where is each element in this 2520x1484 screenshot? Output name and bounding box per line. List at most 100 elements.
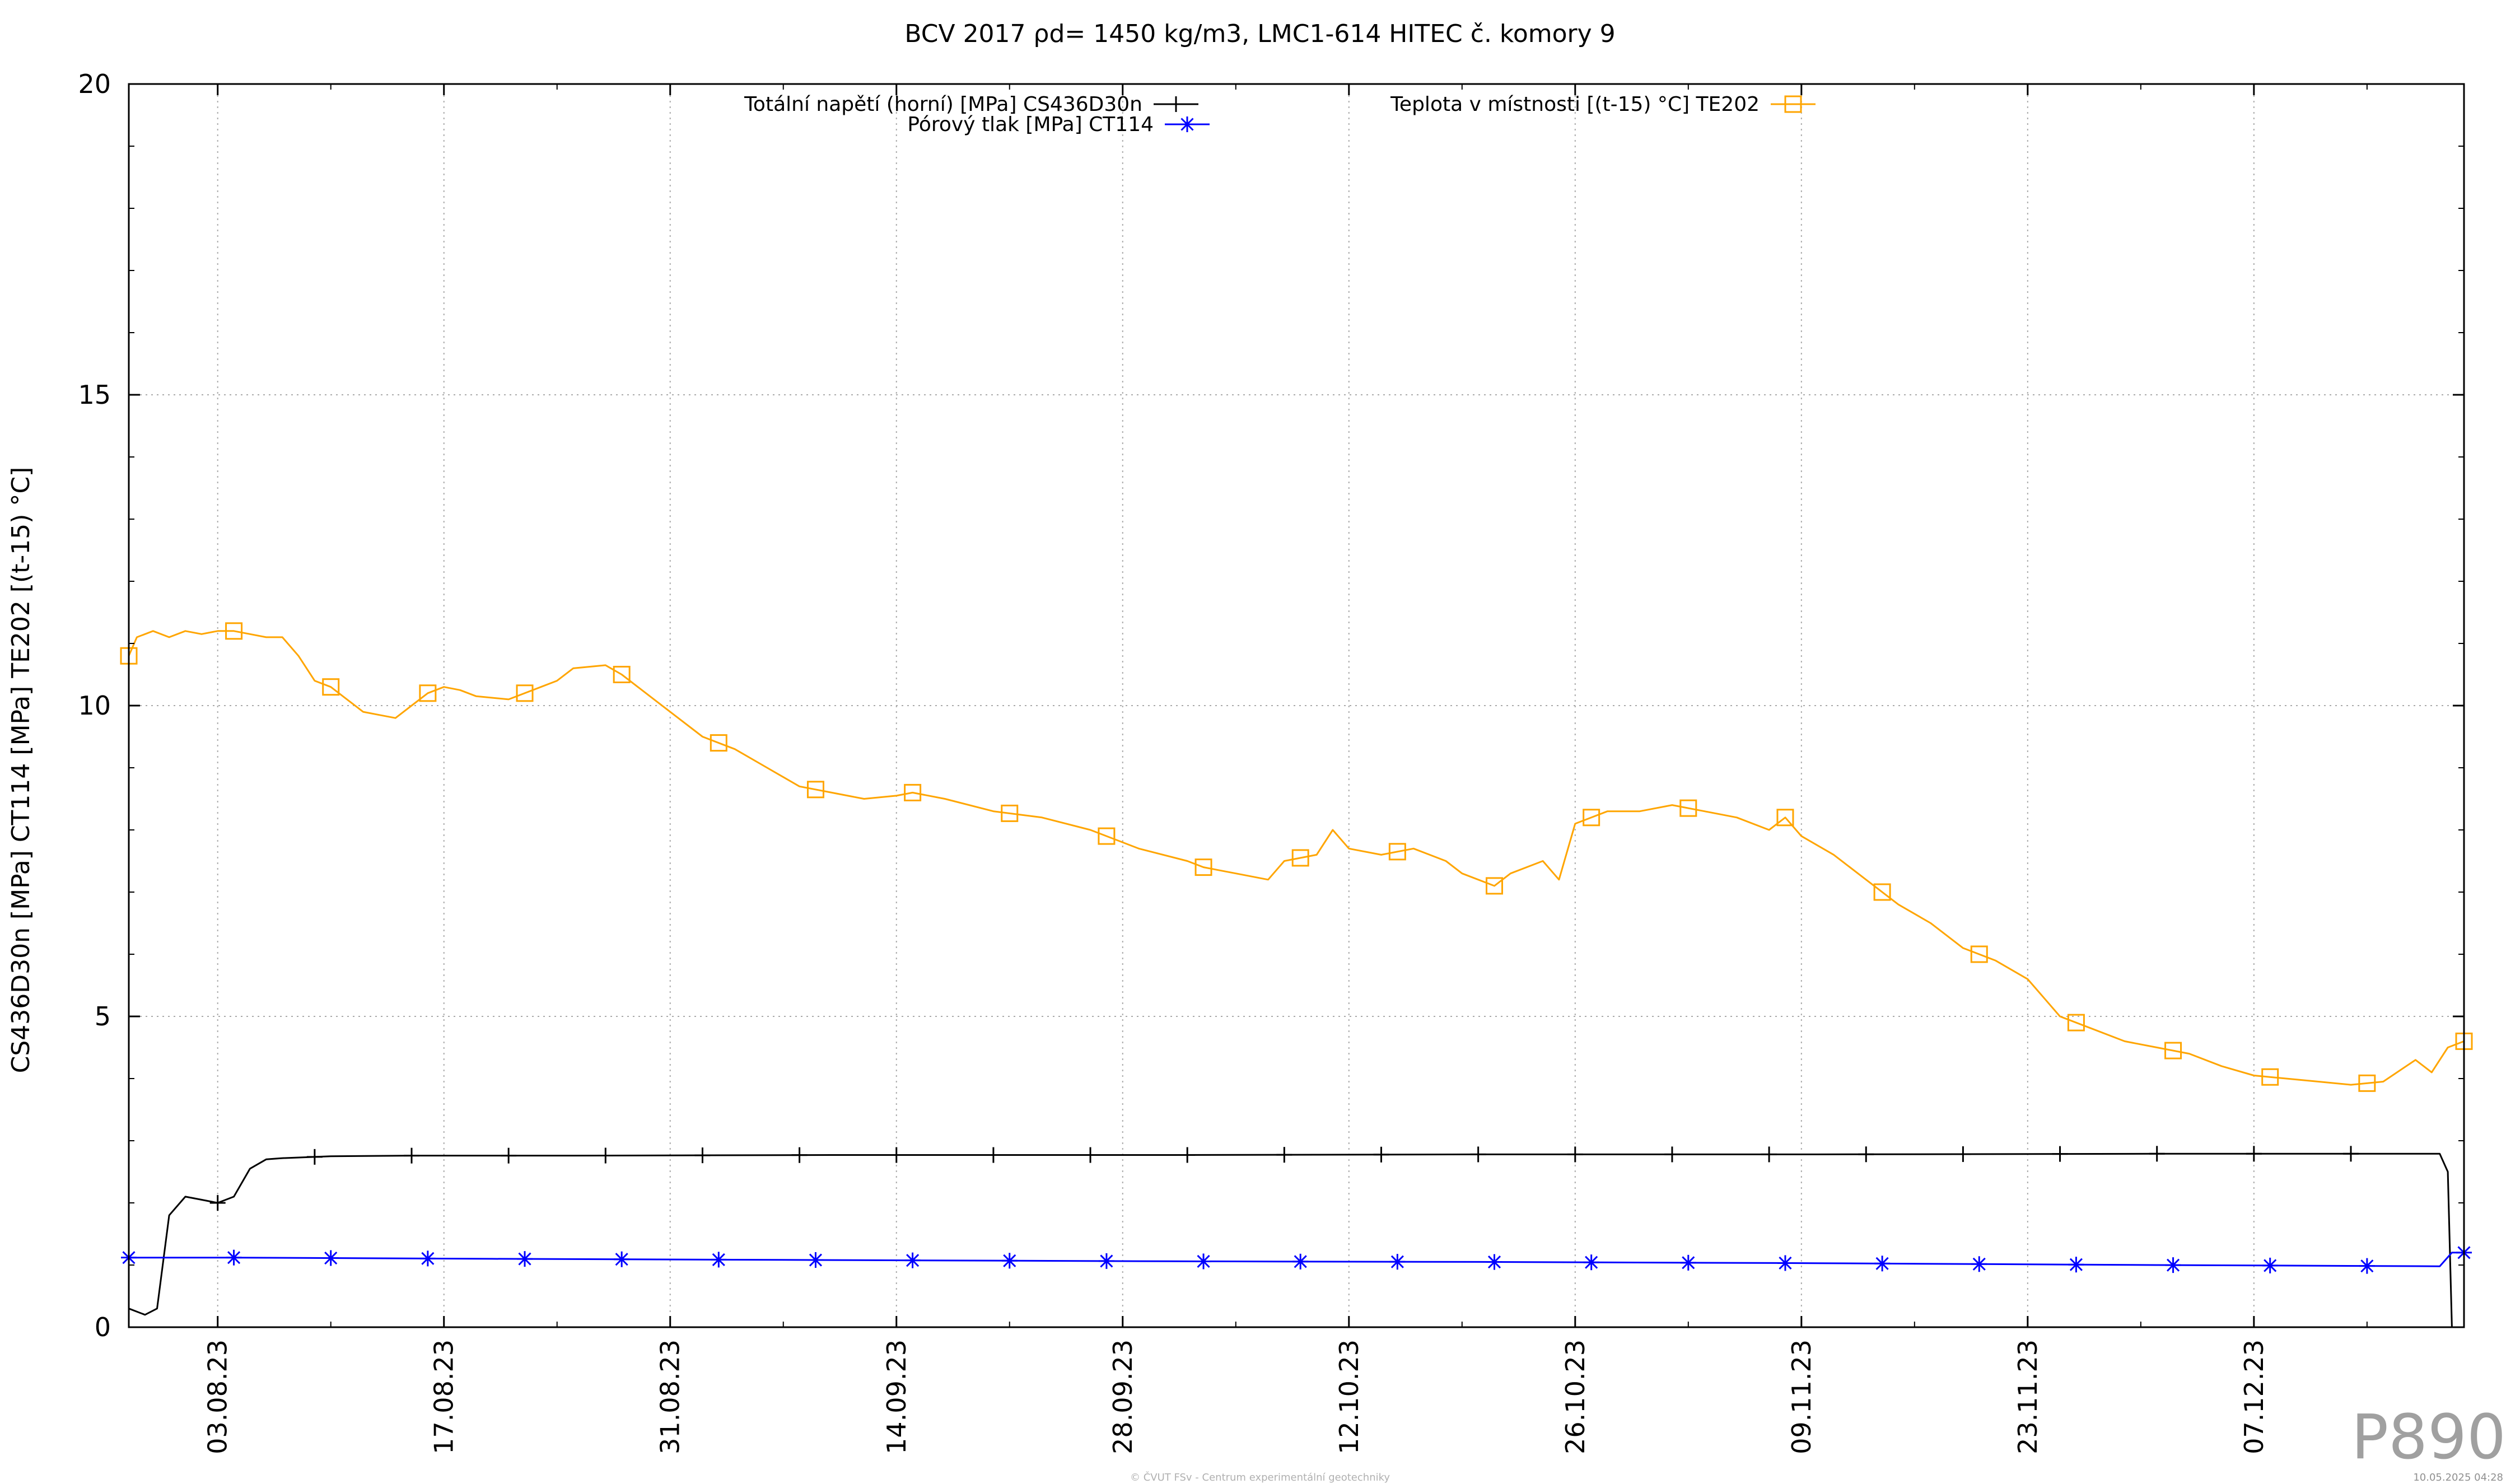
x-tick-label: 23.11.23 <box>2013 1340 2043 1454</box>
data-point <box>1276 1147 1292 1163</box>
y-tick-label: 20 <box>78 69 111 99</box>
data-point <box>1291 849 1309 867</box>
data-point <box>1955 1146 1971 1162</box>
series-layer <box>120 622 2473 1328</box>
data-point <box>1971 1256 1987 1272</box>
y-tick-label: 15 <box>78 380 111 410</box>
data-point <box>694 1147 711 1164</box>
data-point <box>806 781 824 799</box>
data-point <box>904 783 922 801</box>
data-point <box>2246 1146 2262 1162</box>
x-tick-label: 31.08.23 <box>655 1340 685 1454</box>
data-point <box>419 684 437 702</box>
data-point <box>613 666 631 683</box>
y-tick-label: 5 <box>95 1001 111 1032</box>
watermark-label: P890 <box>2351 1401 2506 1473</box>
data-point <box>2262 1257 2278 1273</box>
data-point <box>711 1252 727 1268</box>
data-point <box>2052 1146 2068 1162</box>
data-point <box>808 1252 824 1268</box>
data-point <box>985 1147 1001 1163</box>
legend-label: Teplota v místnosti [(t-15) °C] TE202 <box>1390 93 1760 116</box>
data-point <box>1761 1146 1777 1163</box>
data-point <box>1858 1146 1874 1163</box>
data-point <box>904 1252 921 1268</box>
data-point <box>1486 1254 1502 1270</box>
data-point <box>1680 1254 1696 1271</box>
data-point <box>2164 1042 2182 1060</box>
data-point <box>2342 1146 2359 1162</box>
data-point <box>209 1195 226 1211</box>
legend: Totální napětí (horní) [MPa] CS436D30nPó… <box>744 93 1816 136</box>
data-point <box>1970 945 1988 963</box>
plot-frame <box>128 83 2465 1328</box>
data-point <box>2359 1258 2375 1274</box>
footer-timestamp: 10.05.2025 04:28 <box>2413 1472 2503 1483</box>
legend-marker <box>1168 96 1184 112</box>
data-point <box>598 1147 614 1164</box>
data-point <box>323 1250 339 1266</box>
legend-label: Totální napětí (horní) [MPa] CS436D30n <box>744 93 1142 116</box>
data-point <box>2067 1014 2085 1032</box>
series-0 <box>128 1146 2456 1328</box>
data-point <box>1388 843 1406 861</box>
data-point <box>2068 1257 2084 1273</box>
series-2 <box>120 622 2473 1092</box>
data-point <box>1583 809 1600 827</box>
x-tick-label: 26.10.23 <box>1560 1340 1590 1454</box>
series-line-1 <box>129 1252 2464 1267</box>
legend-label: Pórový tlak [MPa] CT114 <box>907 113 1154 136</box>
y-tick-label: 0 <box>95 1312 111 1342</box>
data-point <box>1373 1146 1389 1163</box>
data-point <box>1098 1253 1114 1269</box>
data-point <box>2165 1257 2181 1273</box>
data-point <box>1082 1147 1099 1163</box>
series-line-0 <box>128 1152 2456 1328</box>
series-1 <box>121 1244 2472 1274</box>
data-point <box>888 1147 904 1163</box>
data-point <box>1001 1253 1018 1269</box>
data-point <box>1486 877 1504 895</box>
data-point <box>1777 1255 1793 1271</box>
data-point <box>517 1251 533 1267</box>
x-tick-label: 12.10.23 <box>1334 1340 1364 1454</box>
x-tick-label: 07.12.23 <box>2239 1340 2269 1454</box>
grid <box>129 84 2464 1327</box>
series-line-2 <box>128 630 2465 1086</box>
footer-copyright: © ČVUT FSv - Centrum experimentální geot… <box>1130 1471 1390 1483</box>
y-axis-label: CS436D30n [MPa] CT114 [MPa] TE202 [(t-15… <box>7 467 35 1074</box>
data-point <box>2149 1146 2165 1162</box>
data-point <box>1470 1146 1486 1163</box>
x-tick-label: 14.09.23 <box>881 1340 912 1454</box>
data-point <box>1194 858 1212 876</box>
data-point <box>1664 1146 1680 1163</box>
data-point <box>791 1147 808 1163</box>
x-tick-label: 09.11.23 <box>1786 1340 1817 1454</box>
data-point <box>419 1250 436 1267</box>
x-tick-label: 28.09.23 <box>1108 1340 1138 1454</box>
data-point <box>1873 883 1891 901</box>
data-point <box>1292 1253 1309 1270</box>
data-point <box>2261 1068 2279 1086</box>
data-point <box>2358 1074 2376 1092</box>
data-point <box>306 1149 323 1165</box>
data-point <box>516 684 534 702</box>
data-point <box>226 1249 242 1266</box>
data-point <box>1567 1146 1583 1163</box>
x-tick-label: 03.08.23 <box>203 1340 233 1454</box>
legend-marker <box>1179 116 1195 132</box>
data-point <box>1001 804 1019 822</box>
data-point <box>1179 1147 1196 1163</box>
x-tick-label: 17.08.23 <box>429 1340 459 1454</box>
chart-title: BCV 2017 ρd= 1450 kg/m3, LMC1-614 HITEC … <box>904 20 1615 48</box>
data-point <box>322 678 340 696</box>
data-point <box>225 622 243 640</box>
data-point <box>1679 799 1697 817</box>
data-point <box>1776 809 1794 827</box>
data-point <box>404 1147 420 1164</box>
data-point <box>1098 827 1116 845</box>
data-point <box>501 1147 517 1164</box>
data-point <box>1583 1254 1599 1271</box>
axis-ticks: 0 5 10 15 20 03.08.23 17.08.23 31.08.23 14.09.23… <box>78 69 2464 1454</box>
legend-marker <box>1784 95 1802 113</box>
